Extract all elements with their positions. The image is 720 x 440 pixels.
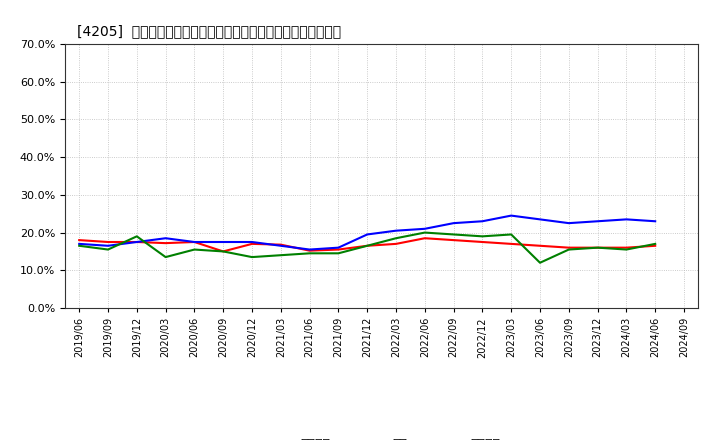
買入債務 — [420, 230, 429, 235]
売上債権 — [420, 235, 429, 241]
売上債権 — [507, 241, 516, 246]
買入債務 — [392, 235, 400, 241]
売上債権 — [305, 248, 314, 253]
売上債権 — [132, 239, 141, 245]
在庫 — [161, 235, 170, 241]
売上債権 — [536, 243, 544, 249]
売上債権 — [190, 239, 199, 245]
買入債務 — [132, 234, 141, 239]
Text: [4205]  売上債権、在庫、買入債務の総資産に対する比率の推移: [4205] 売上債権、在庫、買入債務の総資産に対する比率の推移 — [78, 25, 341, 39]
買入債務 — [593, 245, 602, 250]
買入債務 — [622, 247, 631, 252]
在庫 — [564, 220, 573, 226]
在庫 — [75, 241, 84, 246]
売上債権 — [651, 243, 660, 249]
在庫 — [622, 217, 631, 222]
在庫 — [363, 232, 372, 237]
在庫 — [190, 239, 199, 245]
在庫 — [219, 239, 228, 245]
Legend: 売上債権, 在庫, 買入債務: 売上債権, 在庫, 買入債務 — [258, 433, 505, 440]
買入債務 — [190, 247, 199, 252]
売上債権 — [363, 243, 372, 249]
売上債権 — [75, 238, 84, 243]
買入債務 — [334, 251, 343, 256]
買入債務 — [276, 253, 285, 258]
在庫 — [334, 245, 343, 250]
買入債務 — [564, 247, 573, 252]
在庫 — [536, 217, 544, 222]
在庫 — [305, 247, 314, 252]
在庫 — [392, 228, 400, 233]
在庫 — [593, 219, 602, 224]
売上債権 — [276, 242, 285, 247]
売上債権 — [478, 239, 487, 245]
買入債務 — [161, 254, 170, 260]
買入債務 — [507, 232, 516, 237]
買入債務 — [651, 241, 660, 246]
買入債務 — [248, 254, 256, 260]
買入債務 — [478, 234, 487, 239]
買入債務 — [219, 249, 228, 254]
在庫 — [478, 219, 487, 224]
在庫 — [507, 213, 516, 218]
在庫 — [449, 220, 458, 226]
Line: 在庫: 在庫 — [79, 216, 655, 249]
買入債務 — [449, 232, 458, 237]
売上債権 — [219, 249, 228, 254]
買入債務 — [75, 243, 84, 249]
売上債権 — [161, 241, 170, 246]
売上債権 — [449, 238, 458, 243]
売上債権 — [104, 239, 112, 245]
在庫 — [104, 243, 112, 249]
買入債務 — [536, 260, 544, 265]
在庫 — [651, 219, 660, 224]
買入債務 — [305, 251, 314, 256]
買入債務 — [363, 243, 372, 249]
在庫 — [420, 226, 429, 231]
売上債権 — [248, 241, 256, 246]
在庫 — [276, 243, 285, 249]
売上債権 — [334, 247, 343, 252]
売上債権 — [564, 245, 573, 250]
売上債権 — [593, 245, 602, 250]
買入債務 — [104, 247, 112, 252]
Line: 売上債権: 売上債権 — [79, 238, 655, 251]
在庫 — [132, 239, 141, 245]
売上債権 — [622, 245, 631, 250]
Line: 買入債務: 買入債務 — [79, 233, 655, 263]
売上債権 — [392, 241, 400, 246]
在庫 — [248, 239, 256, 245]
